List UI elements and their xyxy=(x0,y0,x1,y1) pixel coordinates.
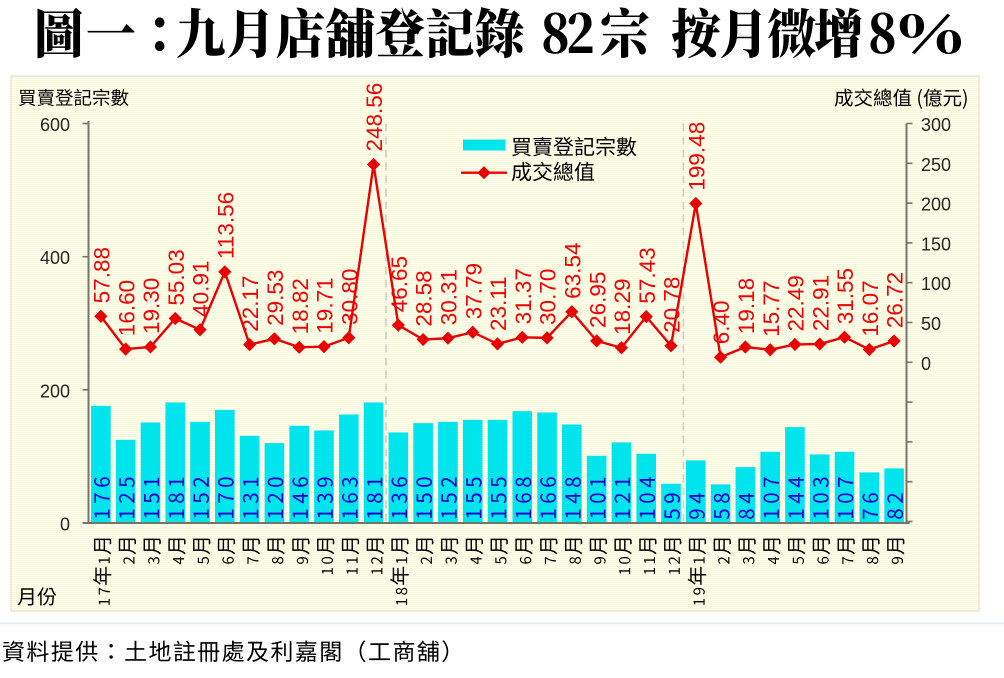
svg-text:300: 300 xyxy=(921,115,951,135)
svg-text:30.31: 30.31 xyxy=(437,269,462,325)
svg-text:57.88: 57.88 xyxy=(89,247,114,303)
svg-text:19.71: 19.71 xyxy=(313,277,338,333)
svg-text:19.30: 19.30 xyxy=(139,278,164,334)
svg-text:46.65: 46.65 xyxy=(387,256,412,312)
svg-text:248.56: 248.56 xyxy=(362,83,387,152)
svg-text:22.49: 22.49 xyxy=(784,275,809,331)
svg-text:20.78: 20.78 xyxy=(660,277,685,333)
svg-text:199.48: 199.48 xyxy=(684,122,709,191)
svg-text:23.11: 23.11 xyxy=(486,276,511,331)
svg-text:250: 250 xyxy=(921,155,951,175)
svg-text:37.79: 37.79 xyxy=(461,263,486,319)
svg-text:113.56: 113.56 xyxy=(213,192,238,259)
svg-text:6.40: 6.40 xyxy=(709,301,734,345)
svg-text:29.53: 29.53 xyxy=(263,270,288,326)
svg-text:16.60: 16.60 xyxy=(114,280,139,336)
svg-text:31.55: 31.55 xyxy=(833,268,858,324)
svg-text:63.54: 63.54 xyxy=(560,243,585,299)
svg-text:40.91: 40.91 xyxy=(189,261,214,317)
svg-text:600: 600 xyxy=(40,115,70,135)
svg-text:26.72: 26.72 xyxy=(883,272,908,328)
svg-text:31.37: 31.37 xyxy=(511,268,536,324)
svg-text:26.95: 26.95 xyxy=(585,272,610,328)
svg-text:57.43: 57.43 xyxy=(635,247,660,303)
svg-text:150: 150 xyxy=(921,234,951,254)
svg-text:200: 200 xyxy=(921,195,951,215)
svg-text:55.03: 55.03 xyxy=(164,249,189,305)
svg-text:28.58: 28.58 xyxy=(412,270,437,326)
svg-text:400: 400 xyxy=(40,248,70,268)
svg-text:0: 0 xyxy=(921,354,931,374)
svg-text:18.82: 18.82 xyxy=(288,278,313,334)
svg-text:100: 100 xyxy=(921,274,951,294)
svg-text:30.70: 30.70 xyxy=(536,269,561,325)
svg-text:30.80: 30.80 xyxy=(337,269,362,325)
svg-text:18.29: 18.29 xyxy=(610,279,635,335)
svg-text:16.07: 16.07 xyxy=(858,280,883,336)
svg-text:200: 200 xyxy=(40,381,70,401)
svg-text:19.18: 19.18 xyxy=(734,278,759,334)
svg-text:22.91: 22.91 xyxy=(808,275,833,331)
svg-text:22.17: 22.17 xyxy=(238,275,263,331)
svg-text:0: 0 xyxy=(60,515,70,535)
svg-text:15.77: 15.77 xyxy=(759,281,784,337)
svg-text:50: 50 xyxy=(921,314,941,334)
